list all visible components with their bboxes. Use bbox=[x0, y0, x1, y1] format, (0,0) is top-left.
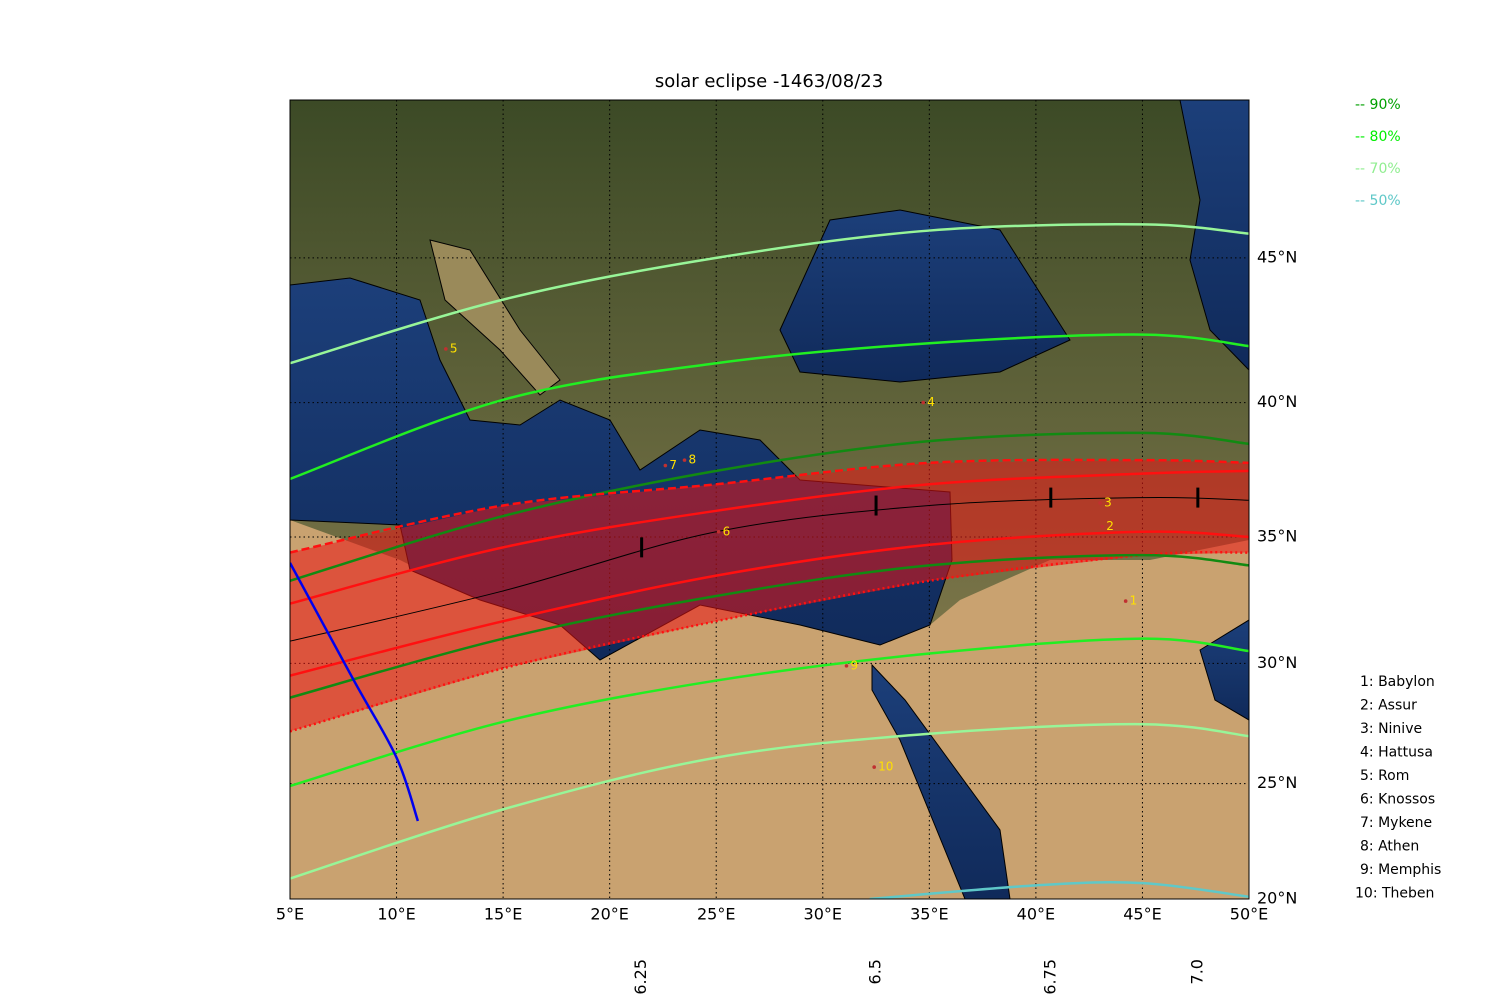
curves bbox=[290, 223, 1249, 899]
contour-line bbox=[869, 881, 1249, 899]
eclipse-band bbox=[290, 460, 1249, 732]
desert bbox=[290, 520, 1249, 899]
city-number: 7 bbox=[669, 458, 677, 472]
city-marker bbox=[844, 664, 849, 668]
x-tick-label: 30°E bbox=[804, 905, 842, 924]
contour-line bbox=[290, 223, 1249, 365]
x-tick-label: 45°E bbox=[1123, 905, 1161, 924]
city-number: 3 bbox=[1104, 495, 1112, 509]
x-tick-label: 50°E bbox=[1230, 905, 1268, 924]
city-marker bbox=[921, 400, 926, 405]
city-legend-label: 2: Assur bbox=[1360, 698, 1417, 714]
contour-line bbox=[290, 458, 1249, 554]
y-tick-label: 20°N bbox=[1257, 889, 1297, 908]
umbra-band bbox=[290, 460, 1249, 732]
x-tick-label: 10°E bbox=[377, 905, 415, 924]
y-tick-label: 35°N bbox=[1257, 526, 1297, 545]
city-legend-label: 4: Hattusa bbox=[1360, 745, 1433, 761]
y-tick-label: 25°N bbox=[1257, 773, 1297, 792]
time-label: 7.0 bbox=[1187, 959, 1206, 984]
contour-line bbox=[290, 431, 1249, 582]
time-axis: 6.25 6.5 6.75 7.0 bbox=[631, 959, 1206, 995]
city-legend-label: 1: Babylon bbox=[1360, 674, 1435, 690]
city-number: 8 bbox=[689, 453, 697, 467]
x-tick-label: 5°E bbox=[276, 905, 304, 924]
chart-title: solar eclipse -1463/08/23 bbox=[655, 71, 883, 92]
contour-line bbox=[290, 553, 1249, 699]
contour-line bbox=[290, 530, 1249, 677]
x-tick-label: 20°E bbox=[590, 905, 628, 924]
contour-line bbox=[290, 722, 1249, 880]
time-label: 6.75 bbox=[1040, 959, 1059, 995]
city-number: 2 bbox=[1106, 519, 1114, 533]
city-marker bbox=[872, 765, 876, 769]
y-tick-label: 30°N bbox=[1257, 653, 1297, 672]
legend-entry: -- 90% bbox=[1355, 97, 1401, 113]
x-tick-label: 40°E bbox=[1017, 905, 1055, 924]
city-marker bbox=[1098, 501, 1102, 505]
city-legend-label: 9: Memphis bbox=[1360, 862, 1441, 878]
city-marker bbox=[1100, 524, 1105, 529]
x-tick-label: 35°E bbox=[910, 905, 948, 924]
map-frame bbox=[289, 99, 1250, 900]
y-tick-label: 45°N bbox=[1257, 247, 1297, 266]
city-marker bbox=[716, 529, 721, 534]
time-label: 6.25 bbox=[631, 959, 650, 995]
x-tick-label: 15°E bbox=[484, 905, 522, 924]
legend-entry: -- 80% bbox=[1355, 129, 1401, 145]
cities: 1 1: Babylon 2 2: Assur 3 3: Ninive 4 4: Hattus… bbox=[444, 341, 1441, 902]
city-legend-label: 10: Theben bbox=[1355, 886, 1434, 902]
time-label: 6.5 bbox=[866, 959, 885, 984]
legend-entry: -- 50% bbox=[1355, 193, 1401, 209]
city-number: 5 bbox=[450, 341, 458, 355]
city-number: 6 bbox=[723, 524, 731, 538]
legend-entry: -- 70% bbox=[1355, 161, 1401, 177]
city-number: 4 bbox=[927, 395, 935, 409]
city-legend-label: 8: Athen bbox=[1360, 839, 1419, 855]
legend: -- 90% -- 80% -- 70% -- 50% bbox=[1355, 97, 1401, 209]
city-legend-label: 6: Knossos bbox=[1360, 792, 1435, 808]
y-tick-label: 40°N bbox=[1257, 392, 1297, 411]
city-legend-label: 7: Mykene bbox=[1360, 815, 1432, 831]
contour-line bbox=[290, 469, 1249, 605]
city-marker bbox=[663, 463, 668, 468]
caspian-sea bbox=[1179, 100, 1249, 371]
city-number: 1 bbox=[1130, 594, 1138, 608]
city-marker bbox=[682, 458, 687, 462]
contour-line bbox=[290, 550, 1249, 733]
city-number: 10 bbox=[878, 760, 893, 774]
red-sea bbox=[871, 663, 1011, 899]
city-marker bbox=[444, 347, 448, 351]
contour-line bbox=[290, 637, 1249, 788]
contour-line bbox=[290, 496, 1249, 642]
city-marker bbox=[1123, 599, 1128, 603]
contour-line bbox=[290, 333, 1249, 481]
axes: 5°E 10°E 15°E 20°E 25°E 30°E 35°E 40°E 45°E 50°E2… bbox=[276, 247, 1297, 923]
city-number: 9 bbox=[850, 658, 858, 672]
contour-line bbox=[290, 562, 420, 822]
city-legend-label: 3: Ninive bbox=[1360, 721, 1422, 737]
x-tick-label: 25°E bbox=[697, 905, 735, 924]
city-legend-label: 5: Rom bbox=[1360, 768, 1409, 784]
